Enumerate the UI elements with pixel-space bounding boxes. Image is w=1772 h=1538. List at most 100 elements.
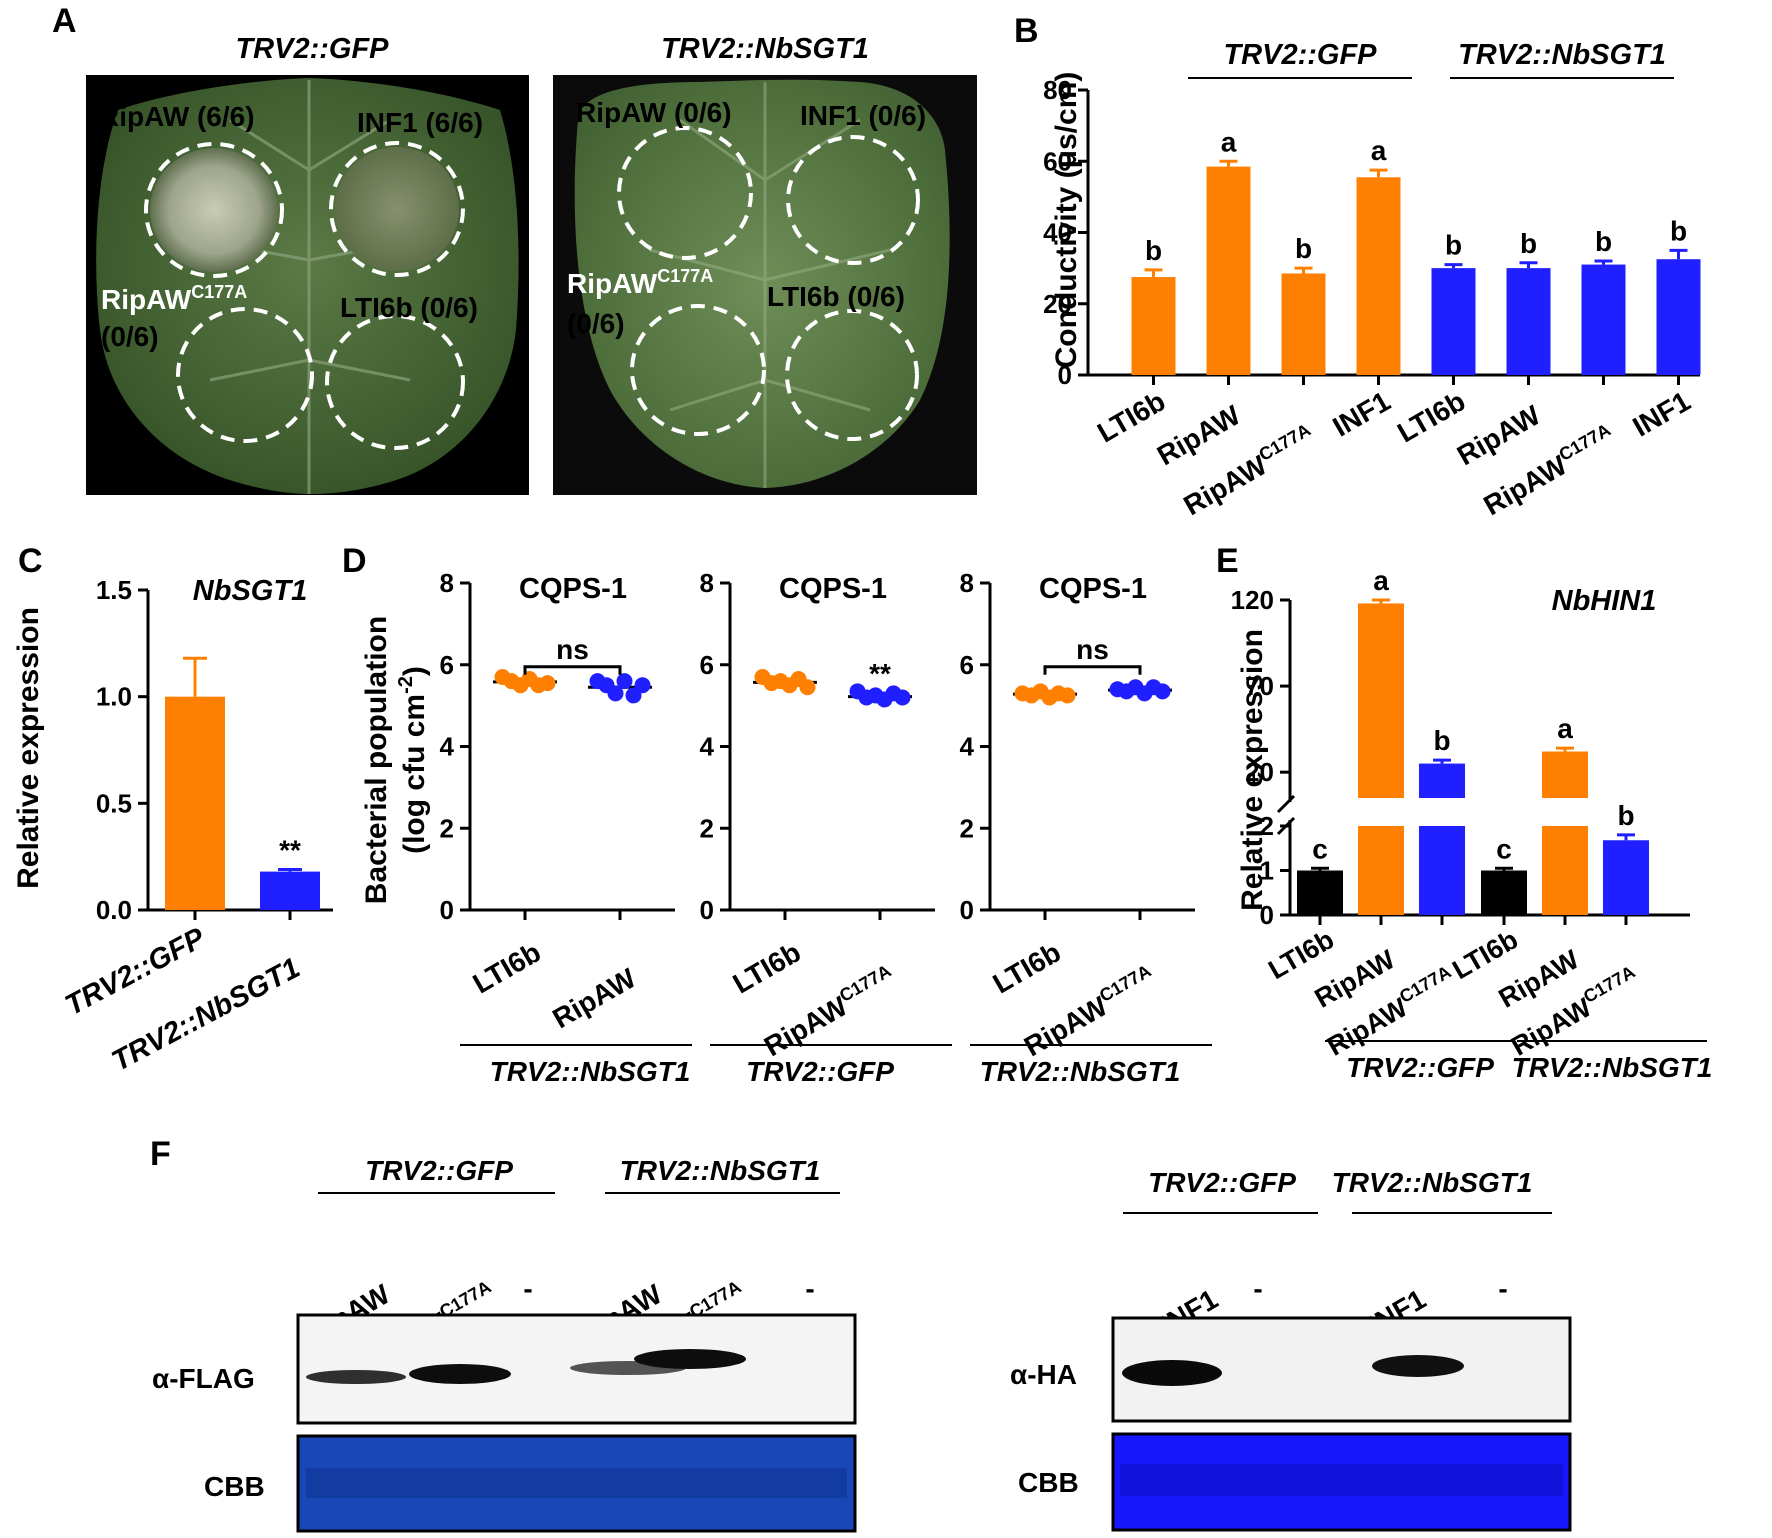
b-sig-letter: b — [1670, 215, 1687, 246]
d-sig-bracket — [1043, 665, 1142, 675]
b-y-tick-label: 20 — [1043, 289, 1072, 319]
d-y-tick-label: 6 — [440, 650, 454, 680]
e-bar-lower-segment — [1542, 826, 1588, 915]
panel-letter-a: A — [52, 2, 77, 40]
b-bar — [1581, 264, 1626, 375]
label-ripaw-c177a-count-gfp: (0/6) — [101, 321, 159, 352]
e-group-label: TRV2::NbSGT1 — [1512, 1052, 1713, 1083]
leaf-title-gfp: TRV2::GFP — [235, 33, 389, 65]
c-y-tick-label: 1.5 — [96, 575, 132, 605]
d-y-tick-label: 2 — [960, 813, 974, 843]
b-y-tick-label: 40 — [1043, 218, 1072, 248]
b-bar — [1131, 277, 1176, 375]
b-bar — [1656, 259, 1701, 375]
band-flag-lane5 — [634, 1349, 746, 1369]
leaf-labels-gfp: RipAW (6/6) INF1 (6/6) RipAWC177A (0/6) … — [99, 101, 483, 352]
d-x-label: LTI6b — [728, 936, 806, 999]
e-y-tick-label: 0 — [1260, 900, 1274, 930]
panel-letter-b: B — [1014, 12, 1039, 50]
d-x-label: LTI6b — [988, 936, 1066, 999]
label-ripaw-c177a-nbsgt1: RipAWC177A — [567, 266, 713, 299]
b-sig-letter: a — [1221, 126, 1237, 157]
d-point — [539, 675, 556, 692]
d-y-tick-label: 0 — [440, 895, 454, 925]
label-ripaw-gfp: RipAW (6/6) — [99, 101, 255, 132]
band-flag-lane1 — [306, 1370, 406, 1384]
panel-f: TRV2::GFP TRV2::NbSGT1 RipAWRipAWC177A-R… — [152, 1155, 1572, 1533]
b-sig-letter: b — [1145, 235, 1162, 266]
e-x-label: LTI6b — [1263, 924, 1339, 985]
e-sig-letter: c — [1312, 833, 1328, 864]
e-y-tick-label: 1 — [1260, 856, 1274, 886]
label-ripaw-c177a-count-nbsgt1: (0/6) — [567, 308, 625, 339]
d-point — [634, 677, 651, 694]
d-ylabel-units: (log cfu cm-2) — [395, 666, 431, 854]
e-y-tick-label: 2 — [1260, 811, 1274, 841]
d-y-tick-label: 4 — [960, 732, 975, 762]
blot2-group-nbsgt1: TRV2::NbSGT1 — [1332, 1167, 1533, 1198]
e-sig-letter: a — [1557, 713, 1573, 744]
c-bar — [165, 696, 225, 910]
panel-letter-d: D — [342, 542, 367, 580]
blot2-antibody-label: α-HA — [1010, 1359, 1077, 1390]
band-ha-lane3 — [1372, 1355, 1464, 1377]
b-bar — [1281, 273, 1326, 375]
b-sig-letter: a — [1371, 135, 1387, 166]
d-y-tick-label: 4 — [440, 732, 455, 762]
blot1-group-gfp: TRV2::GFP — [365, 1155, 513, 1186]
e-ylabel: Relative expression — [1236, 629, 1269, 911]
leaf-nbsgt1 — [574, 79, 950, 488]
e-bar — [1358, 603, 1404, 798]
e-sig-letter: c — [1496, 833, 1512, 864]
e-y-tick-label: 20 — [1245, 757, 1274, 787]
c-y-tick-label: 1.0 — [96, 682, 132, 712]
lesion-ripaw-gfp — [150, 148, 278, 272]
b-y-tick-label: 80 — [1043, 75, 1072, 105]
band-ha-lane1 — [1122, 1360, 1222, 1386]
infiltration-circles-nbsgt1 — [617, 126, 920, 441]
d-group-label: TRV2::NbSGT1 — [980, 1056, 1181, 1087]
b-bar — [1506, 268, 1551, 375]
d-subplot-title: CQPS-1 — [519, 573, 627, 605]
d-sig-bracket — [523, 665, 622, 675]
e-x-label: LTI6b — [1447, 924, 1523, 985]
d-point — [607, 685, 624, 702]
e-sig-letter: b — [1433, 725, 1450, 756]
blot2-lane-dash: - — [1253, 1273, 1262, 1304]
blot1-lane-dash: - — [805, 1273, 814, 1304]
d-sig-label: ** — [869, 658, 891, 689]
e-y-tick-label: 70 — [1245, 671, 1274, 701]
b-x-label: LTI6b — [1392, 385, 1470, 448]
panel-letter-e: E — [1216, 542, 1239, 580]
d-point — [616, 673, 633, 690]
label-lti6b-nbsgt1: LTI6b (0/6) — [767, 281, 905, 312]
c-y-tick-label: 0.0 — [96, 895, 132, 925]
d-y-tick-label: 2 — [440, 813, 454, 843]
chart-d: Bacterial population (log cfu cm-2) 0 2 4 6 8 C… — [360, 568, 1212, 1087]
b-x-label: INF1 — [1627, 385, 1695, 442]
b-bar — [1356, 177, 1401, 375]
leaf-title-nbsgt1: TRV2::NbSGT1 — [661, 33, 869, 65]
c-ylabel: Relative expression — [12, 607, 45, 889]
label-ripaw-nbsgt1: RipAW (0/6) — [576, 97, 732, 128]
e-bar — [1542, 751, 1588, 798]
d-point — [894, 689, 911, 706]
panel-letter-f: F — [150, 1135, 171, 1173]
e-bar — [1297, 870, 1343, 915]
d-ylabel: Bacterial population — [360, 616, 393, 904]
b-sig-letter: b — [1295, 233, 1312, 264]
chart-e: 0 1 2 20 70 120 Relative expression NbHIN1 c LTI6… — [1231, 565, 1713, 1083]
d-point — [1059, 687, 1076, 704]
d-group-label: TRV2::GFP — [746, 1056, 894, 1087]
d-y-tick-label: 8 — [700, 568, 714, 598]
label-ripaw-c177a-gfp: RipAWC177A — [101, 282, 247, 315]
c-title: NbSGT1 — [193, 575, 307, 607]
d-group-label: TRV2::NbSGT1 — [490, 1056, 691, 1087]
blot1-stain-label: CBB — [204, 1471, 265, 1502]
blot2-group-gfp: TRV2::GFP — [1148, 1167, 1296, 1198]
e-y-tick-label: 120 — [1231, 585, 1274, 615]
d-subplot-title: CQPS-1 — [1039, 573, 1147, 605]
